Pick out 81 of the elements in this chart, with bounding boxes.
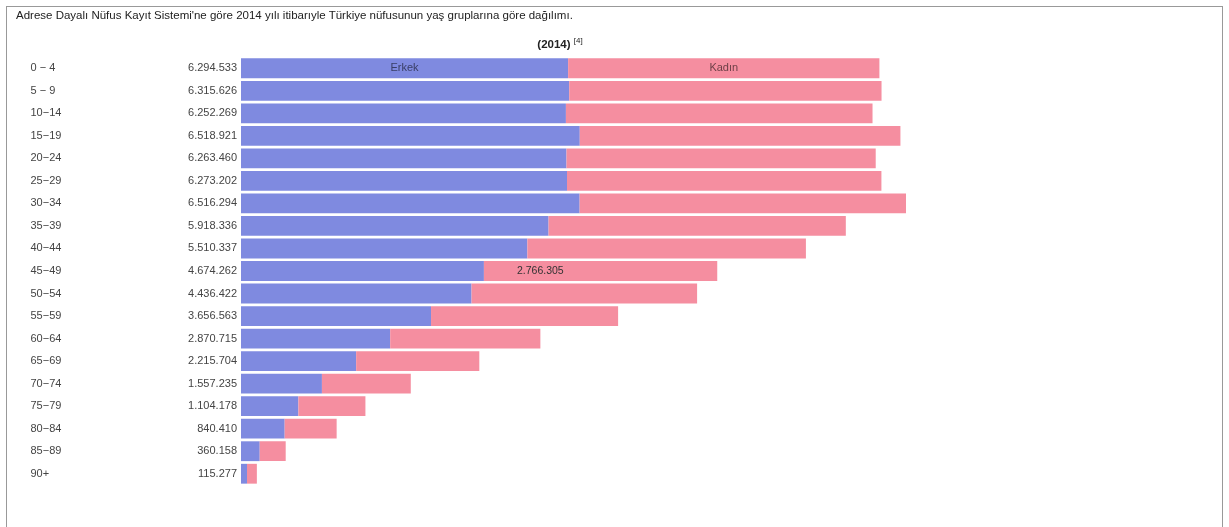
data-label: 115.277 <box>198 466 237 479</box>
data-label: 1.557.235 <box>188 376 237 389</box>
data-label: 6.294.533 <box>188 61 237 74</box>
y-tick-label: 25−29 <box>30 173 62 186</box>
data-label: 4.674.262 <box>188 264 237 276</box>
y-tick-label: 70−74 <box>30 376 62 389</box>
bar <box>565 103 873 124</box>
data-label: 840.410 <box>197 421 237 434</box>
bar <box>246 463 257 484</box>
bar <box>241 103 566 124</box>
chart-subtitle: (2014) $^{[4]}$ <box>536 36 584 50</box>
bar <box>241 125 580 146</box>
data-label: 360.158 <box>197 444 237 457</box>
y-tick-label: 50−54 <box>30 286 62 299</box>
bar <box>241 80 570 101</box>
bar <box>568 58 880 79</box>
bar <box>241 58 569 79</box>
data-label: 6.518.921 <box>188 128 237 141</box>
y-tick-label: 10−14 <box>30 106 62 119</box>
data-label: 6.252.269 <box>188 106 237 119</box>
y-tick-label: 55−59 <box>30 309 62 322</box>
y-tick-label: 85−89 <box>30 444 62 457</box>
data-label: 5.918.336 <box>188 218 237 231</box>
bar <box>241 261 484 281</box>
y-tick-label: 30−34 <box>30 196 62 209</box>
bar <box>298 396 366 417</box>
data-label: 1.104.178 <box>188 399 237 412</box>
bar <box>241 193 580 214</box>
data-label: 6.516.294 <box>188 196 237 209</box>
bar <box>241 373 322 394</box>
series-label: Erkek <box>390 61 420 74</box>
bar <box>471 283 698 304</box>
y-tick-label: 45−49 <box>30 264 62 276</box>
bar <box>241 170 568 191</box>
chart-title: Adrese Dayalı Nüfus Kayıt Sistemi'ne göre 2014 yılı itibarıyle Türkiye nüfusunun yaş gruplarına göre dağılımı. <box>16 9 573 21</box>
bar <box>241 238 528 259</box>
y-tick-label: 0 − 4 <box>30 61 56 74</box>
bar <box>241 306 432 326</box>
bar <box>567 170 882 191</box>
data-label: 2.870.715 <box>188 331 237 344</box>
y-tick-label: 35−39 <box>30 218 62 231</box>
data-label: 6.263.460 <box>188 151 237 164</box>
data-label: 5.510.337 <box>188 241 237 254</box>
bar <box>241 148 567 169</box>
bar <box>390 328 541 349</box>
bar <box>241 463 247 484</box>
bar <box>321 373 411 394</box>
y-tick-label: 40−44 <box>30 241 62 254</box>
y-tick-label: 90+ <box>30 466 50 479</box>
bar <box>431 306 619 326</box>
bar <box>241 283 472 304</box>
bar <box>241 351 357 372</box>
data-label: 4.436.422 <box>188 286 237 299</box>
y-tick-label: 60−64 <box>30 331 62 344</box>
bar <box>356 351 480 372</box>
bar <box>241 328 391 349</box>
bar <box>548 216 846 236</box>
bar <box>241 418 285 439</box>
annotation: 2.766.305 <box>516 264 564 276</box>
y-tick-label: 65−69 <box>30 354 62 367</box>
bar <box>579 193 906 214</box>
data-label: 6.315.626 <box>188 83 237 96</box>
bar <box>241 441 260 462</box>
data-label: 2.215.704 <box>188 354 237 367</box>
bar <box>284 418 337 439</box>
y-tick-label: 15−19 <box>30 128 62 141</box>
bar <box>527 238 806 259</box>
data-label: 6.273.202 <box>188 173 237 186</box>
y-tick-label: 5 − 9 <box>30 83 56 96</box>
bar <box>241 396 299 417</box>
y-tick-label: 20−24 <box>30 151 62 164</box>
data-label: 3.656.563 <box>188 309 237 322</box>
bar <box>566 148 876 169</box>
series-label: Kadın <box>709 61 739 74</box>
bar <box>241 216 549 236</box>
bar <box>483 261 718 281</box>
bar <box>579 125 901 146</box>
y-tick-label: 75−79 <box>30 399 62 412</box>
bar <box>259 441 286 462</box>
y-tick-label: 80−84 <box>30 421 62 434</box>
bar <box>569 80 882 101</box>
